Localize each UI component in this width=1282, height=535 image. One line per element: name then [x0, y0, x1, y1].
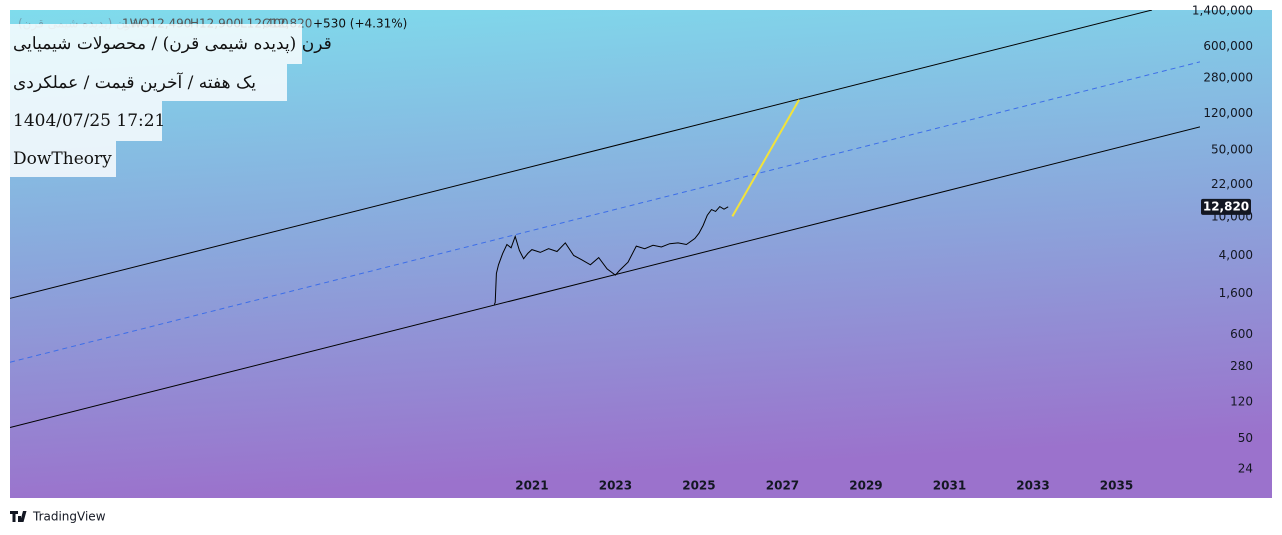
trend-line: [10, 61, 1200, 363]
y-tick-label: 22,000: [1211, 177, 1253, 191]
y-tick-label: 600: [1230, 327, 1253, 341]
price-marker-box: [1201, 198, 1251, 215]
y-tick-label: 4,000: [1219, 248, 1253, 262]
x-tick-label: 2031: [933, 479, 966, 493]
y-tick-label: 50: [1238, 431, 1253, 445]
x-tick-label: 2021: [515, 479, 548, 493]
trend-line: [10, 126, 1200, 428]
trend-line: [731, 99, 801, 217]
x-tick-label: 2025: [682, 479, 715, 493]
y-tick-label: 600,000: [1203, 39, 1253, 53]
price-line: [493, 205, 729, 305]
trend-line: [10, 10, 1153, 299]
overlay-text: DowTheory: [10, 141, 116, 177]
y-tick-label: 120,000: [1203, 106, 1253, 120]
x-tick-label: 2033: [1016, 479, 1049, 493]
x-tick-label: 2023: [599, 479, 632, 493]
overlay-text: 1404/07/25 17:21: [10, 101, 165, 141]
header-change: +530 (+4.31%): [313, 17, 407, 31]
y-tick-label: 280: [1230, 359, 1253, 373]
y-tick-label: 50,000: [1211, 143, 1253, 157]
overlay-text: یک هفته / آخرین قیمت / عملکردی: [10, 64, 287, 101]
y-tick-label: 280,000: [1203, 71, 1253, 85]
price-marker-label: 12,820: [1203, 199, 1249, 213]
y-tick-label: 1,600: [1219, 286, 1253, 300]
x-tick-label: 2035: [1100, 479, 1133, 493]
overlay-text: قرن (پدیده شیمی قرن) / محصولات شیمیایی: [10, 24, 332, 64]
brand-logo: [10, 511, 27, 522]
y-tick-label: 120: [1230, 394, 1253, 408]
y-tick-label: 1,400,000: [1192, 3, 1253, 17]
x-tick-label: 2027: [766, 479, 799, 493]
x-tick-label: 2029: [849, 479, 882, 493]
y-tick-label: 24: [1238, 462, 1253, 476]
brand-name: TradingView: [32, 510, 106, 524]
